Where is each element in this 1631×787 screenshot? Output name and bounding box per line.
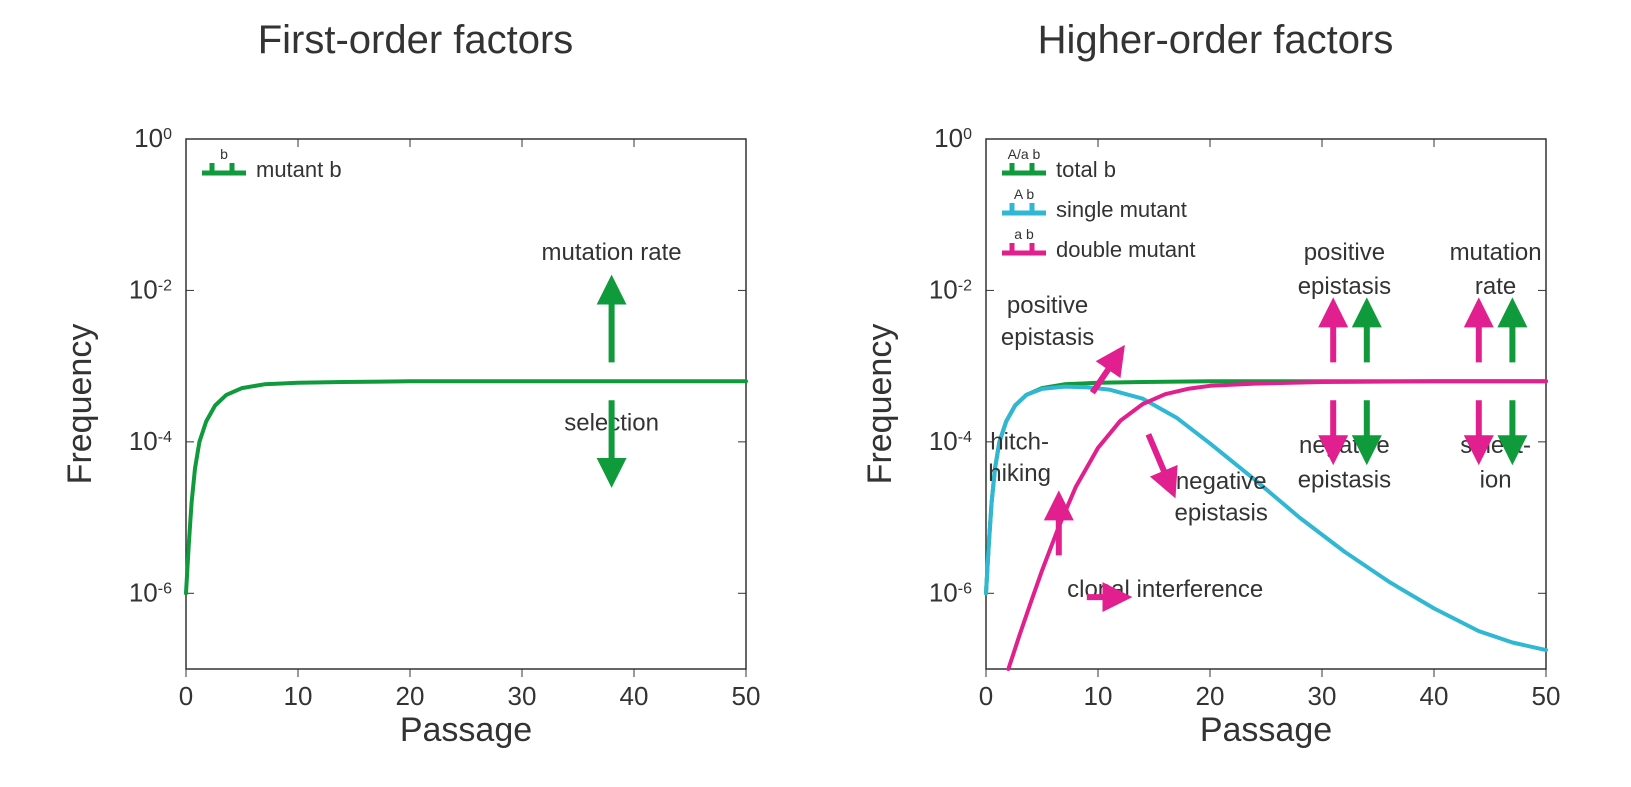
svg-text:Passage: Passage <box>399 711 531 749</box>
figure-row: First-order factors 0102030405010010-210… <box>0 0 1631 787</box>
left-panel: First-order factors 0 10 20 30 40 50 100 10-2 10… <box>46 18 786 769</box>
annotation-text: epistasis <box>1174 500 1267 527</box>
legend-item: A b single mutant <box>1002 186 1187 222</box>
annotation-text: hiking <box>988 460 1051 487</box>
annotation-text: mutation <box>1449 239 1541 266</box>
annotation-text: positive <box>1006 292 1087 319</box>
annotation-text: epistasis <box>1297 466 1390 493</box>
svg-text:Frequency: Frequency <box>861 324 899 485</box>
svg-text:30: 30 <box>1307 681 1336 711</box>
annotation-text: hitch- <box>990 428 1049 455</box>
left-panel-svg: 0 10 20 30 40 50 100 10-2 10-4 10-6 Passage Frequen… <box>46 69 786 769</box>
right-panel: Higher-order factors 0 10 20 30 40 50 100 10-2 1… <box>846 18 1586 769</box>
svg-text:A/a b: A/a b <box>1007 146 1040 162</box>
annotation-text: epistasis <box>1000 324 1093 351</box>
arrow-icon <box>1148 434 1170 487</box>
annotation-text: rate <box>1474 273 1515 300</box>
svg-text:10-6: 10-6 <box>128 577 171 607</box>
svg-text:100: 100 <box>134 123 172 153</box>
svg-text:50: 50 <box>1531 681 1560 711</box>
svg-text:0: 0 <box>178 681 192 711</box>
svg-text:10-4: 10-4 <box>928 426 971 456</box>
svg-text:total b: total b <box>1056 157 1116 182</box>
right-panel-svg: 0 10 20 30 40 50 100 10-2 10-4 10-6 Passage Frequen… <box>846 69 1586 769</box>
svg-text:10: 10 <box>283 681 312 711</box>
svg-text:100: 100 <box>934 123 972 153</box>
svg-text:10-4: 10-4 <box>128 426 171 456</box>
svg-text:10-2: 10-2 <box>128 274 171 304</box>
svg-text:a b: a b <box>1014 226 1034 242</box>
svg-text:30: 30 <box>507 681 536 711</box>
svg-text:b: b <box>220 146 228 162</box>
right-panel-title: Higher-order factors <box>1038 18 1394 63</box>
svg-text:40: 40 <box>619 681 648 711</box>
svg-text:double mutant: double mutant <box>1056 237 1195 262</box>
svg-text:40: 40 <box>1419 681 1448 711</box>
svg-text:50: 50 <box>731 681 760 711</box>
annotation-text: positive <box>1303 239 1384 266</box>
svg-text:10: 10 <box>1083 681 1112 711</box>
svg-text:10-2: 10-2 <box>928 274 971 304</box>
legend-item: b mutant b <box>202 146 342 182</box>
legend-item: a b double mutant <box>1002 226 1195 262</box>
left-panel-title: First-order factors <box>258 18 574 63</box>
annotation-text: mutation rate <box>541 239 681 266</box>
svg-text:10-6: 10-6 <box>928 577 971 607</box>
svg-text:20: 20 <box>1195 681 1224 711</box>
annotation-text: negative <box>1175 468 1266 495</box>
svg-text:Passage: Passage <box>1199 711 1331 749</box>
svg-text:single mutant: single mutant <box>1056 197 1187 222</box>
arrow-icon <box>1092 355 1118 393</box>
svg-text:A b: A b <box>1013 186 1033 202</box>
annotation-text: select- <box>1460 432 1531 459</box>
svg-text:20: 20 <box>395 681 424 711</box>
svg-text:mutant b: mutant b <box>256 157 342 182</box>
annotation-text: negative <box>1299 432 1390 459</box>
legend-item: A/a b total b <box>1002 146 1116 182</box>
svg-text:0: 0 <box>978 681 992 711</box>
annotation-text: ion <box>1479 466 1511 493</box>
series-mutant_b <box>186 381 746 593</box>
svg-text:Frequency: Frequency <box>61 324 99 485</box>
annotation-text: epistasis <box>1297 273 1390 300</box>
